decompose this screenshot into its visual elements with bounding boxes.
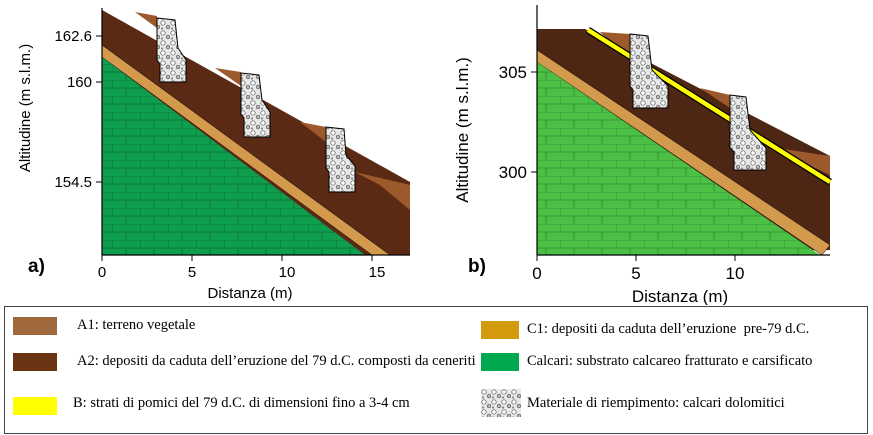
y-axis-title: Altitudine (m s.l.m.) — [453, 57, 472, 202]
page: 162.6 160 154.5 0 5 10 15 Distanza (m) A… — [0, 0, 873, 435]
sections: 162.6 160 154.5 0 5 10 15 Distanza (m) A… — [0, 0, 873, 305]
legend: A1: terreno vegetale A2: depositi da cad… — [4, 306, 868, 434]
x-tick-label: 10 — [726, 264, 745, 283]
x-tick-label: 10 — [279, 264, 296, 281]
x-axis-title: Distanza (m) — [207, 285, 292, 302]
swatch-calcari — [481, 353, 519, 371]
y-tick-label: 162.6 — [54, 28, 92, 45]
y-tick-label: 305 — [499, 63, 527, 82]
y-tick-label: 154.5 — [54, 174, 92, 191]
legend-text: C1: depositi da caduta dell’eruzione pre… — [527, 321, 809, 338]
swatch-c1 — [481, 321, 519, 339]
legend-text: B: strati di pomici del 79 d.C. di dimen… — [73, 395, 473, 412]
swatch-fill — [481, 389, 521, 417]
x-tick-label: 5 — [188, 264, 196, 281]
y-tick-label: 160 — [67, 74, 92, 91]
x-tick-label: 0 — [532, 264, 541, 283]
panel-label: b) — [468, 256, 486, 277]
x-tick-label: 5 — [631, 264, 640, 283]
y-axis-title: Altitudine (m s.l.m.) — [17, 44, 34, 172]
legend-text: A1: terreno vegetale — [77, 317, 195, 334]
legend-text: Materiale di riempimento: calcari dolomi… — [527, 395, 785, 412]
x-tick-label: 15 — [369, 264, 386, 281]
x-tick-label: 0 — [98, 264, 106, 281]
swatch-a1 — [13, 317, 57, 335]
legend-text: A2: depositi da caduta dell’eruzione del… — [77, 353, 477, 370]
panel-label: a) — [28, 256, 45, 277]
section-a: 162.6 160 154.5 0 5 10 15 Distanza (m) A… — [17, 8, 410, 302]
y-tick-label: 300 — [499, 163, 527, 182]
section-b: 305 300 0 5 10 Distanza (m) Altitudine (… — [453, 5, 830, 305]
swatch-b — [13, 397, 57, 415]
swatch-a2 — [13, 353, 57, 371]
legend-text: Calcari: substrato calcareo fratturato e… — [527, 353, 812, 370]
x-axis-title: Distanza (m) — [632, 287, 728, 305]
